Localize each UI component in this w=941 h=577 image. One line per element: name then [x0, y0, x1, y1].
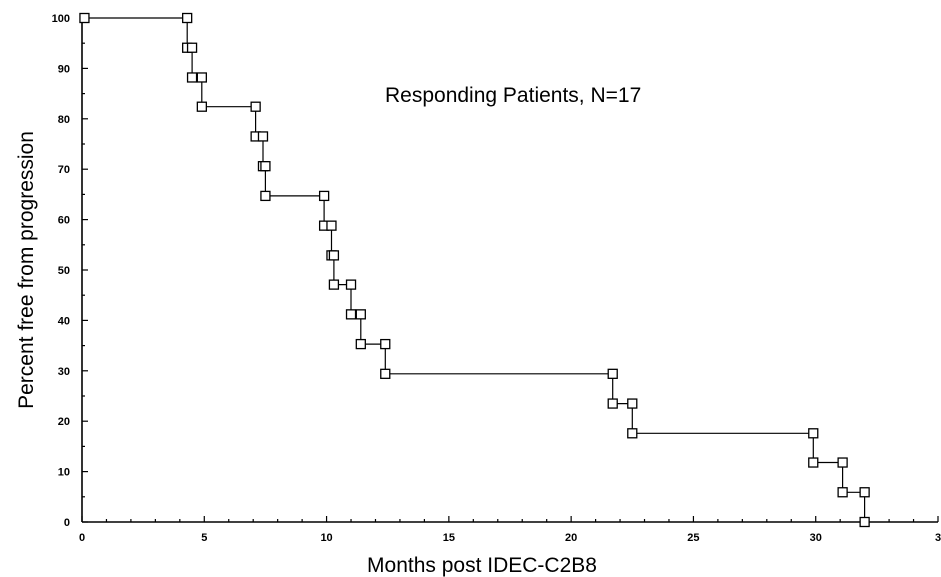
y-tick-label: 0	[64, 517, 70, 529]
data-point-marker	[859, 516, 870, 528]
y-tick-label: 90	[58, 63, 70, 75]
data-point-marker	[328, 279, 340, 290]
data-point-marker	[186, 42, 198, 53]
data-point-marker	[196, 101, 207, 112]
data-point-marker	[260, 161, 271, 172]
data-point-marker	[345, 279, 357, 290]
x-tick-label: 30	[810, 532, 822, 544]
y-tick-label: 100	[52, 13, 70, 25]
data-point-marker	[627, 428, 638, 439]
x-tick-label: 10	[320, 532, 332, 544]
chart-annotation: Responding Patients, N=17	[385, 84, 641, 107]
data-point-marker	[380, 368, 391, 379]
data-point-marker	[257, 131, 269, 142]
y-axis-title: Percent free from progression	[15, 131, 38, 409]
markers	[79, 12, 870, 528]
data-point-marker	[260, 190, 271, 202]
data-point-marker	[250, 101, 261, 112]
y-tick-label: 60	[58, 215, 70, 227]
data-point-marker	[808, 457, 819, 468]
data-point-marker	[355, 309, 366, 320]
x-tick-label: 15	[443, 532, 455, 544]
y-tick-label: 70	[58, 164, 70, 176]
data-point-marker	[196, 72, 207, 83]
data-point-marker	[182, 12, 193, 24]
x-ticks: 0 5 10 15 20 25 30 3	[79, 516, 941, 544]
y-tick-label: 20	[58, 416, 70, 428]
data-point-marker	[328, 250, 340, 261]
data-point-marker	[607, 368, 618, 379]
data-point-marker	[627, 398, 638, 409]
data-point-marker	[345, 309, 357, 320]
x-tick-label: 20	[565, 532, 577, 544]
data-point-marker	[318, 190, 330, 202]
y-tick-label: 40	[58, 315, 70, 327]
data-point-marker	[186, 72, 198, 83]
x-tick-label: 3	[935, 532, 941, 544]
data-point-marker	[837, 457, 848, 468]
data-point-marker	[808, 428, 819, 439]
data-point-marker	[837, 487, 848, 498]
data-point-marker	[79, 12, 90, 24]
y-tick-label: 80	[58, 114, 70, 126]
x-tick-label: 0	[79, 532, 85, 544]
y-tick-label: 30	[58, 366, 70, 378]
data-point-marker	[326, 220, 337, 231]
data-point-marker	[380, 338, 391, 350]
x-tick-label: 25	[687, 532, 699, 544]
data-point-marker	[355, 338, 366, 350]
x-axis-title: Months post IDEC-C2B8	[367, 554, 597, 577]
data-point-marker	[607, 398, 618, 409]
data-point-marker	[859, 487, 870, 498]
y-ticks: 0 10 20 30 40 50 60 70 80 90 100	[52, 13, 88, 529]
y-tick-label: 50	[58, 265, 70, 277]
y-tick-label: 10	[58, 467, 70, 479]
x-tick-label: 5	[201, 532, 207, 544]
